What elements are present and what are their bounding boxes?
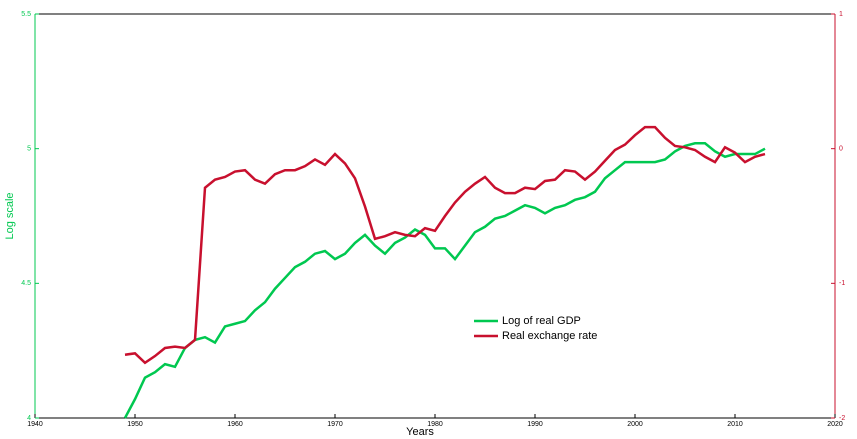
legend-label: Log of real GDP [502,315,581,327]
series-line [123,142,766,419]
y-tick-label: 4 [27,415,31,422]
y-tick-label: 4.5 [21,280,31,287]
x-tick-label: 2000 [627,421,643,428]
x-tick-label: 1990 [527,421,543,428]
x-tick-label: 1970 [327,421,343,428]
y2-tick-label: -2 [839,415,845,422]
x-tick-label: 1940 [27,421,43,428]
y-tick-label: 5 [27,146,31,153]
x-tick-label: 2020 [827,421,843,428]
legend-label: Real exchange rate [502,330,597,342]
x-tick-label: 2010 [727,421,743,428]
x-tick-label: 1960 [227,421,243,428]
y2-tick-label: -1 [839,280,845,287]
series-line [124,125,766,365]
y-axis-label: Log scale [4,192,16,239]
y-tick-label: 5.5 [21,11,31,18]
x-axis-label: Years [406,426,434,438]
x-tick-label: 1980 [427,421,443,428]
y2-tick-label: 1 [839,11,843,18]
y2-tick-label: 0 [839,146,843,153]
x-tick-label: 1950 [127,421,143,428]
